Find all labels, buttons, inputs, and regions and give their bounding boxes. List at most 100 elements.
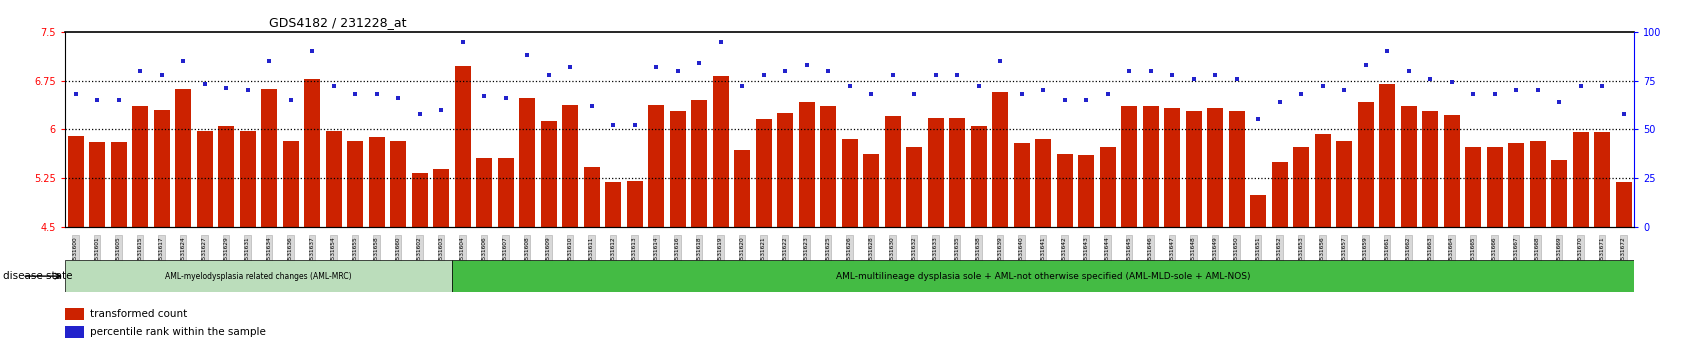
Bar [176,89,191,227]
Bar [452,260,1633,292]
Point [448,39,476,45]
Point [643,64,670,70]
Point [1565,84,1592,89]
Point [106,97,133,103]
Bar [755,120,771,227]
Point [363,91,390,97]
Point [578,103,605,109]
Bar [648,104,663,227]
Point [1545,99,1572,105]
Point [148,72,176,78]
Point [1523,87,1550,93]
Bar [605,182,621,227]
Bar [583,167,598,227]
Point [663,68,691,74]
Point [1093,91,1120,97]
Point [1502,87,1529,93]
Bar [1250,195,1265,227]
Point [685,60,713,66]
Point [1587,84,1615,89]
Bar [153,110,169,227]
Text: AML-multilineage dysplasia sole + AML-not otherwise specified (AML-MLD-sole + AM: AML-multilineage dysplasia sole + AML-no… [835,272,1250,281]
Bar [540,121,556,227]
Bar [111,142,126,227]
Bar [1292,147,1308,227]
Point [384,95,411,101]
Text: transformed count: transformed count [90,309,188,319]
Point [61,91,89,97]
Point [491,95,518,101]
Bar [928,118,943,227]
Point [471,93,498,99]
Bar [65,308,84,320]
Point [256,58,283,64]
Point [598,122,626,128]
Bar [626,181,643,227]
Bar [1013,143,1030,227]
Text: GDS4182 / 231228_at: GDS4182 / 231228_at [269,16,406,29]
Point [341,91,368,97]
Point [900,91,928,97]
Point [1158,72,1185,78]
Bar [1228,111,1245,227]
Bar [518,98,535,227]
Bar [65,326,84,338]
Point [1330,87,1357,93]
Bar [948,118,965,227]
Point [921,72,948,78]
Bar [883,116,900,227]
Bar [1465,147,1480,227]
Bar [218,126,234,227]
Point [1610,111,1637,116]
Point [835,84,863,89]
Point [1480,91,1507,97]
Point [793,62,820,68]
Point [878,72,905,78]
Point [276,97,303,103]
Bar [239,131,256,227]
Bar [1442,115,1459,227]
Point [556,64,583,70]
Point [513,52,540,58]
Bar [498,159,513,227]
Bar [1572,132,1587,227]
Bar [820,107,835,227]
Bar [346,141,363,227]
Bar [1035,139,1050,227]
Point [169,58,196,64]
Bar [1335,141,1352,227]
Point [621,122,648,128]
Bar [390,141,406,227]
Point [1287,91,1315,97]
Point [813,68,841,74]
Point [406,111,433,116]
Bar [1270,162,1287,227]
Bar [1163,108,1180,227]
Point [1050,97,1078,103]
Point [84,97,111,103]
Bar [733,150,750,227]
Bar [1055,154,1072,227]
Point [1395,68,1422,74]
Bar [668,111,685,227]
Point [234,87,261,93]
Point [706,39,733,45]
Point [1415,76,1442,81]
Point [1008,91,1035,97]
Point [321,84,348,89]
Bar [261,89,276,227]
Text: percentile rank within the sample: percentile rank within the sample [90,327,266,337]
Point [1115,68,1142,74]
Bar [970,126,985,227]
Bar [196,131,213,227]
Point [858,91,885,97]
Text: AML-myelodysplasia related changes (AML-MRC): AML-myelodysplasia related changes (AML-… [165,272,351,281]
Bar [411,173,428,227]
Point [985,58,1013,64]
Point [126,68,153,74]
Point [428,107,455,113]
Point [1222,76,1250,81]
Bar [713,76,728,227]
Point [728,84,755,89]
Point [191,81,218,87]
